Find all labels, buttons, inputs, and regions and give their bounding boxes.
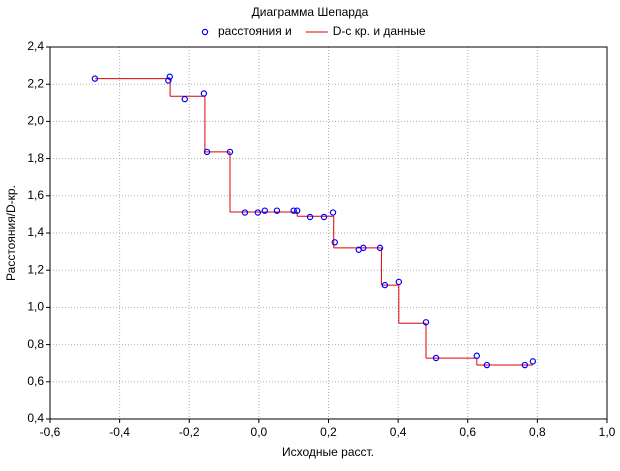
legend-marker (201, 28, 209, 36)
y-tick-label: 1,0 (27, 300, 44, 314)
point (381, 281, 389, 289)
x-tick-label: -0,6 (40, 425, 61, 439)
point (320, 213, 328, 221)
point (395, 278, 403, 286)
point (290, 207, 297, 214)
y-tick-label: 0,4 (27, 411, 44, 425)
point (203, 148, 211, 156)
y-tick-label: 0,6 (27, 374, 44, 388)
point (241, 209, 249, 216)
y-tick-label: 1,6 (27, 188, 44, 202)
point (376, 244, 384, 252)
point (306, 213, 314, 221)
x-tick-label: -0,4 (109, 425, 130, 439)
point (200, 90, 208, 97)
point (422, 319, 430, 326)
point (254, 209, 262, 216)
point (273, 207, 281, 214)
x-tick-label: 0,8 (529, 425, 546, 439)
point (261, 207, 268, 214)
x-tick-label: -0,2 (179, 425, 200, 439)
point (166, 73, 173, 80)
chart-title: Диаграмма Шепарда (252, 5, 369, 19)
x-tick-label: 0,2 (320, 425, 337, 439)
y-tick-label: 2,2 (27, 76, 44, 90)
point (181, 95, 188, 103)
x-tick-label: 0,4 (390, 425, 407, 439)
x-tick-label: 1,0 (599, 425, 616, 439)
x-tick-label: 0,6 (459, 425, 476, 439)
point (331, 239, 338, 246)
point (360, 244, 367, 252)
y-tick-label: 1,2 (27, 262, 44, 276)
y-tick-label: 2,0 (27, 114, 44, 128)
point (91, 75, 99, 82)
legend-label: D-с кр. и данные (333, 24, 426, 38)
point (529, 358, 537, 365)
point (226, 148, 234, 156)
point (521, 361, 529, 369)
plot-frame (49, 46, 608, 420)
point (293, 207, 301, 214)
y-tick-label: 1,8 (27, 151, 44, 165)
x-axis-label: Исходные расст. (282, 445, 374, 459)
point (432, 354, 440, 362)
y-axis-label: Расстояния/D-кр. (4, 185, 18, 281)
y-tick-label: 2,4 (27, 39, 44, 53)
point (483, 361, 491, 369)
point (329, 209, 337, 216)
legend-label: расстояния и (218, 24, 292, 38)
y-tick-label: 0,8 (27, 337, 44, 351)
point (473, 352, 481, 359)
y-tick-label: 1,4 (27, 225, 44, 239)
x-tick-label: 0,0 (251, 425, 268, 439)
point (165, 77, 172, 84)
